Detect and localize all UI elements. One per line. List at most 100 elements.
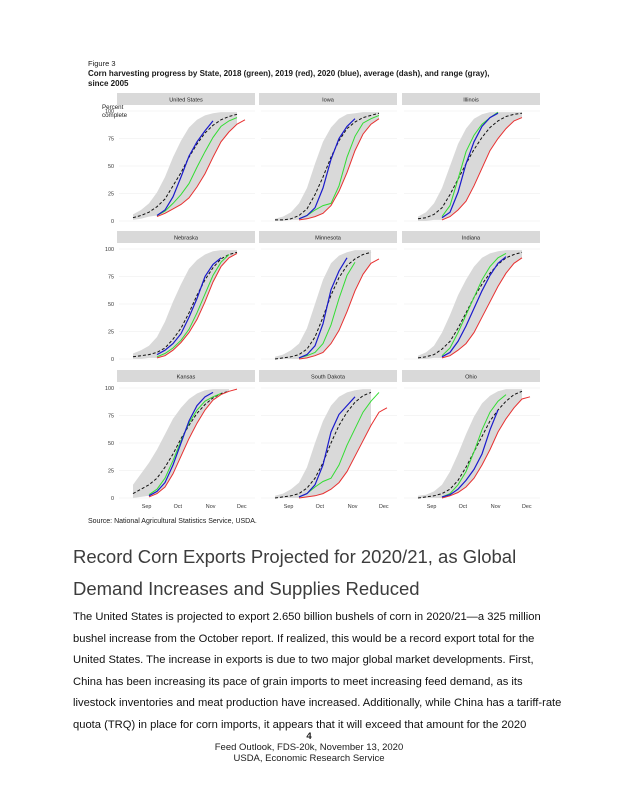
series-2019-line (298, 118, 380, 221)
series-2019-line (441, 117, 523, 221)
facet-panel: United States 0 25 50 75 100 (105, 93, 255, 225)
series-2019-line (441, 257, 523, 359)
series-average-line (132, 251, 238, 358)
figure-source: Source: National Agricultural Statistics… (88, 518, 257, 525)
series-average-line (417, 251, 523, 359)
y-tick-label: 50 (108, 302, 114, 308)
facet-strip (259, 370, 397, 382)
x-tick-label: Oct (174, 504, 183, 510)
series-2020-line (148, 391, 214, 497)
facet-title: Indiana (462, 236, 481, 242)
page-number: 4 (306, 731, 312, 742)
facet-strip (117, 370, 255, 382)
harvest-progress-chart: Percent complete United States 0 25 50 75 100… (102, 93, 540, 510)
x-tick-label: Sep (427, 504, 437, 510)
facet-strip (402, 93, 540, 105)
series-2020-line (441, 112, 499, 219)
y-tick-label: 100 (105, 109, 114, 115)
facet-strip (259, 231, 397, 243)
series-2019-line (298, 258, 380, 360)
y-tick-label: 25 (108, 469, 114, 475)
facet-title: Illinois (463, 98, 479, 104)
facet-title: Ohio (465, 375, 477, 381)
facet-title: South Dakota (311, 375, 346, 381)
facet-panel: Illinois (402, 93, 540, 222)
facet-panel: Kansas 0 25 50 75 100 Sep Oct Nov Dec (105, 370, 255, 510)
facet-strip (259, 93, 397, 105)
y-axis-title-line2: complete (102, 112, 128, 119)
facet-panel: South Dakota Sep Oct Nov Dec (259, 370, 397, 510)
facet-title: Minnesota (315, 236, 342, 242)
y-tick-label: 75 (108, 137, 114, 143)
series-2019-line (298, 407, 388, 499)
y-tick-label: 50 (108, 164, 114, 170)
figure-label: Figure 3 (88, 59, 116, 68)
range-band (418, 112, 522, 221)
x-tick-label: Dec (379, 504, 389, 510)
x-tick-label: Nov (348, 504, 358, 510)
footer-publication: Feed Outlook, FDS-20k, November 13, 2020 (214, 742, 404, 753)
y-tick-label: 75 (108, 275, 114, 281)
series-2018-line (441, 394, 507, 498)
x-tick-label: Dec (522, 504, 532, 510)
series-average-line (132, 390, 230, 495)
series-2020-line (156, 120, 214, 216)
series-2020-line (298, 396, 356, 498)
x-tick-label: Nov (491, 504, 501, 510)
y-tick-label: 25 (108, 330, 114, 336)
series-average-line (417, 390, 523, 499)
range-band (275, 250, 371, 359)
y-tick-label: 0 (111, 357, 114, 363)
facet-title: United States (169, 98, 203, 104)
section-heading: Record Corn Exports Projected for 2020/2… (73, 546, 517, 599)
series-2019-line (156, 119, 246, 218)
x-tick-label: Oct (459, 504, 468, 510)
series-2018-line (298, 392, 380, 498)
y-tick-label: 100 (105, 247, 114, 253)
series-2018-line (298, 261, 356, 359)
range-band (133, 250, 237, 359)
facet-strip (117, 93, 255, 105)
figure-title: Corn harvesting progress by State, 2018 … (88, 69, 490, 88)
series-2020-line (156, 257, 222, 356)
facet-panel: Iowa (259, 93, 397, 222)
series-2020-line (441, 409, 499, 498)
series-2019-line (148, 388, 238, 498)
x-tick-label: Oct (316, 504, 325, 510)
series-average-line (274, 251, 372, 360)
facet-strip (402, 231, 540, 243)
series-2018-line (298, 114, 380, 220)
y-tick-label: 0 (111, 496, 114, 502)
y-tick-label: 75 (108, 414, 114, 420)
facet-strip (402, 370, 540, 382)
body-paragraph: The United States is projected to export… (73, 611, 562, 731)
x-tick-label: Sep (284, 504, 294, 510)
series-2018-line (156, 117, 238, 216)
facet-panel: Minnesota (259, 231, 397, 360)
range-band (418, 250, 522, 359)
series-2018-line (156, 254, 230, 358)
series-2020-line (298, 118, 356, 220)
facet-title: Kansas (177, 375, 196, 381)
range-band (418, 389, 522, 498)
series-2018-line (441, 252, 507, 357)
series-2020-line (441, 256, 507, 358)
page-footer: 4 Feed Outlook, FDS-20k, November 13, 20… (0, 731, 618, 764)
x-tick-label: Nov (206, 504, 216, 510)
y-tick-label: 0 (111, 219, 114, 225)
series-average-line (275, 112, 380, 221)
series-average-line (274, 391, 372, 499)
facet-title: Nebraska (174, 236, 199, 242)
y-tick-label: 25 (108, 192, 114, 198)
facet-panel: Ohio Sep Oct Nov Dec (402, 370, 540, 510)
x-tick-label: Dec (237, 504, 247, 510)
facet-panel: Nebraska 0 25 50 75 100 (105, 231, 255, 363)
series-2019-line (156, 252, 238, 359)
facet-title: Iowa (322, 98, 335, 104)
series-2019-line (441, 396, 531, 499)
facet-panel: Indiana (402, 231, 540, 360)
y-axis-title-line1: Percent (102, 104, 124, 111)
facet-strip (117, 231, 255, 243)
footer-agency: USDA, Economic Research Service (233, 753, 385, 764)
series-2020-line (298, 257, 348, 359)
